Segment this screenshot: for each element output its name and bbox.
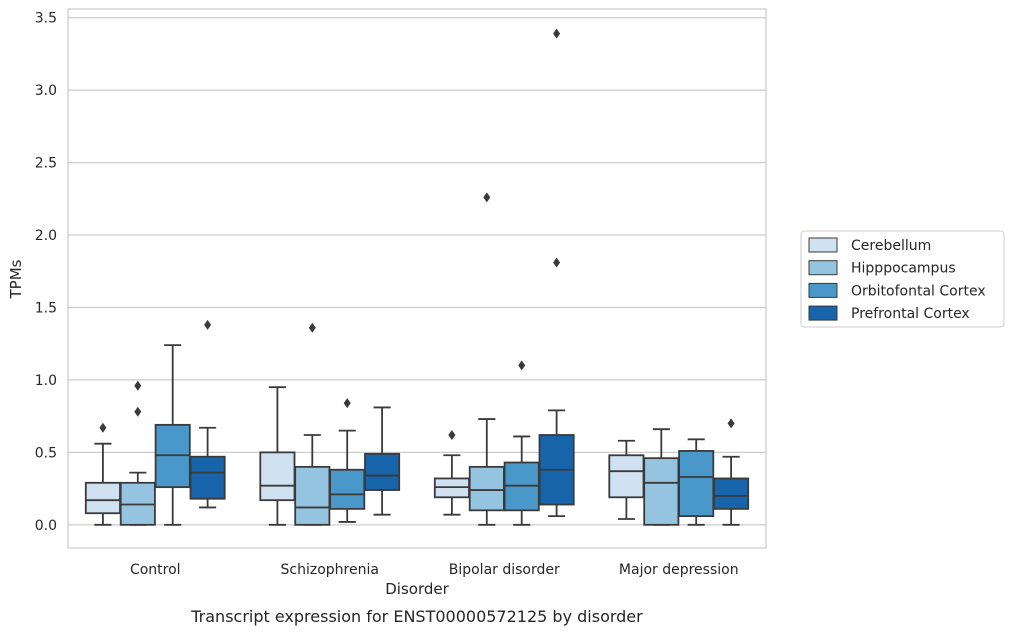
y-tick-label: 0.0 bbox=[35, 518, 57, 534]
y-tick-label: 3.5 bbox=[35, 11, 57, 27]
box-2-3 bbox=[538, 28, 575, 518]
outlier-point bbox=[204, 319, 212, 330]
outlier-point bbox=[448, 429, 456, 440]
box-body bbox=[713, 477, 750, 510]
box-2-1 bbox=[468, 192, 505, 526]
box-body bbox=[294, 465, 331, 526]
legend-swatch bbox=[808, 237, 838, 253]
box-1-1 bbox=[294, 322, 331, 526]
y-tick-label: 3.0 bbox=[35, 83, 57, 99]
x-tick-label: Bipolar disorder bbox=[449, 562, 560, 578]
box-body bbox=[84, 481, 121, 515]
box-1-0 bbox=[259, 386, 296, 526]
box-3-3 bbox=[713, 418, 750, 526]
legend-label: Prefrontal Cortex bbox=[851, 306, 970, 322]
x-axis-ticks: Control Schizophrenia Bipolar disorder Majo… bbox=[130, 562, 739, 578]
box-body bbox=[189, 455, 226, 500]
outlier-point bbox=[343, 398, 351, 409]
legend-swatch bbox=[808, 305, 838, 321]
boxes bbox=[84, 28, 750, 526]
outlier-point bbox=[553, 257, 561, 268]
legend-label: Orbitofontal Cortex bbox=[851, 283, 986, 299]
y-axis-title: TPMs bbox=[7, 259, 25, 299]
y-tick-label: 2.5 bbox=[35, 156, 57, 172]
outlier-point bbox=[308, 322, 316, 333]
box-0-2 bbox=[154, 344, 191, 526]
x-tick-label: Control bbox=[130, 562, 181, 578]
plot-area-frame bbox=[67, 8, 767, 549]
box-1-3 bbox=[364, 406, 401, 516]
box-0-1 bbox=[119, 380, 156, 526]
box-body bbox=[329, 468, 366, 510]
outlier-point bbox=[134, 380, 142, 391]
legend-frame bbox=[800, 230, 1005, 328]
legend-label: Hipppocampus bbox=[851, 261, 956, 277]
box-2-2 bbox=[503, 360, 540, 526]
legend: Cerebellum Hipppocampus Orbitofontal Corte… bbox=[800, 230, 1005, 328]
legend-swatch bbox=[808, 282, 838, 298]
y-tick-label: 0.5 bbox=[35, 445, 57, 461]
box-3-2 bbox=[678, 438, 715, 526]
x-tick-label: Schizophrenia bbox=[281, 562, 379, 578]
outlier-point bbox=[727, 418, 735, 429]
box-body bbox=[468, 465, 505, 512]
y-tick-label: 2.0 bbox=[35, 228, 57, 244]
y-tick-label: 1.5 bbox=[35, 300, 57, 316]
box-body bbox=[364, 452, 401, 491]
legend-swatch bbox=[808, 260, 838, 276]
box-body bbox=[608, 454, 645, 499]
y-axis-ticks: 0.0 0.5 1.0 1.5 2.0 2.5 3.0 3.5 bbox=[35, 11, 57, 534]
box-3-1 bbox=[643, 428, 680, 526]
outlier-point bbox=[99, 422, 107, 433]
box-3-0 bbox=[608, 439, 645, 520]
outlier-point bbox=[134, 406, 142, 417]
legend-label: Cerebellum bbox=[851, 238, 931, 254]
outlier-point bbox=[518, 360, 526, 371]
box-0-3 bbox=[189, 319, 226, 509]
outlier-point bbox=[553, 28, 561, 39]
box-body bbox=[678, 450, 715, 518]
box-body bbox=[259, 451, 296, 502]
y-tick-label: 1.0 bbox=[35, 373, 57, 389]
x-axis-title: Disorder bbox=[385, 580, 449, 598]
box-2-0 bbox=[433, 429, 470, 516]
outlier-point bbox=[483, 192, 491, 203]
box-body bbox=[643, 457, 680, 526]
box-1-2 bbox=[329, 398, 366, 523]
chart-caption: Transcript expression for ENST0000057212… bbox=[190, 607, 643, 626]
box-0-0 bbox=[84, 422, 121, 526]
x-tick-label: Major depression bbox=[619, 562, 739, 578]
